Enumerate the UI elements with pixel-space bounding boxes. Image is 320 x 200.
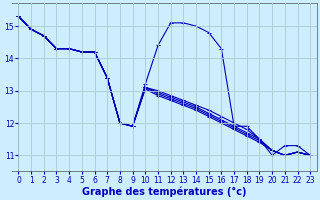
X-axis label: Graphe des températures (°c): Graphe des températures (°c) bbox=[82, 186, 247, 197]
